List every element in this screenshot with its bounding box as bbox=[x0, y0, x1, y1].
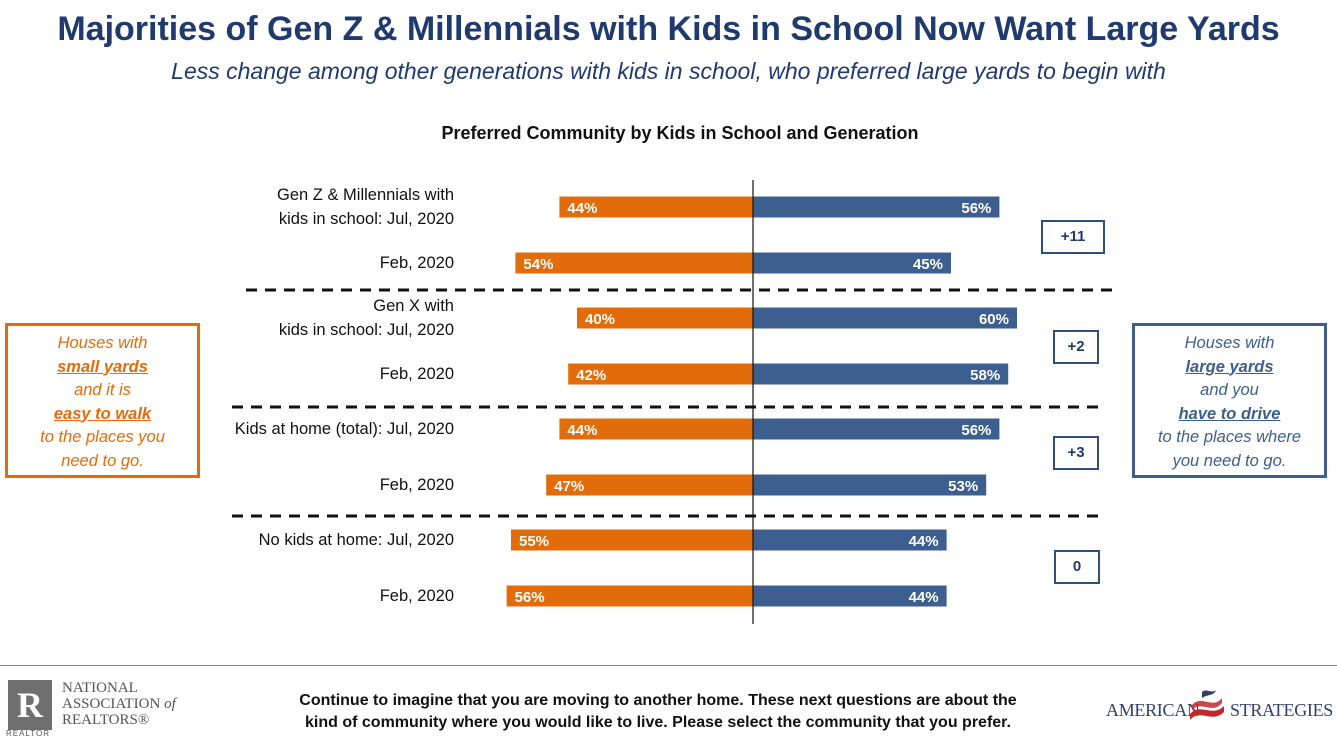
bar-large-yards bbox=[753, 418, 1000, 440]
row-label: No kids at home: Jul, 2020 bbox=[194, 528, 454, 552]
american-strategies-wordmark-left: AMERICAN bbox=[1106, 700, 1200, 720]
bar-large-yards bbox=[753, 363, 1009, 385]
row-label: Feb, 2020 bbox=[194, 473, 454, 497]
legend-right-line6: you need to go. bbox=[1172, 451, 1287, 470]
row-label-line1: No kids at home: Jul, 2020 bbox=[258, 531, 454, 549]
change-box-no-kids: 0 bbox=[1054, 550, 1100, 584]
value-label-left: 47% bbox=[554, 478, 584, 495]
bar-large-yards bbox=[753, 252, 951, 274]
legend-left-line1: Houses with bbox=[57, 334, 148, 352]
value-label-left: 55% bbox=[519, 533, 549, 550]
row-label-line1: Kids at home (total): Jul, 2020 bbox=[234, 420, 454, 438]
change-box-genz: +11 bbox=[1041, 220, 1105, 254]
row-label: Gen X with kids in school: Jul, 2020 bbox=[194, 294, 454, 342]
row-label-line2: kids in school: Jul, 2020 bbox=[278, 210, 454, 228]
bar-small-yards bbox=[515, 252, 753, 274]
legend-small-yards: Houses with small yards and it is easy t… bbox=[5, 323, 200, 478]
nar-line2-text: ASSOCIATION bbox=[62, 696, 161, 712]
value-label-left: 44% bbox=[567, 422, 597, 439]
value-label-right: 53% bbox=[948, 478, 978, 495]
legend-large-yards: Houses with large yards and you have to … bbox=[1132, 323, 1327, 478]
legend-right-line5: to the places where bbox=[1157, 428, 1302, 446]
value-label-left: 56% bbox=[515, 589, 545, 606]
bar-small-yards bbox=[568, 363, 753, 385]
value-label-right: 44% bbox=[909, 533, 939, 550]
row-label-line1: Feb, 2020 bbox=[379, 365, 454, 383]
value-label-left: 54% bbox=[523, 256, 553, 273]
bar-small-yards bbox=[577, 307, 753, 329]
legend-left-line3: and it is bbox=[74, 381, 131, 399]
legend-right-line1: Houses with bbox=[1184, 334, 1275, 352]
value-label-right: 58% bbox=[970, 367, 1000, 384]
bar-large-yards bbox=[753, 196, 1000, 218]
bar-small-yards bbox=[559, 196, 753, 218]
value-label-left: 42% bbox=[576, 367, 606, 384]
bar-large-yards bbox=[753, 585, 947, 607]
american-strategies-wordmark-right: STRATEGIES bbox=[1230, 700, 1334, 720]
flag-swoosh-icon bbox=[1190, 690, 1224, 720]
bar-small-yards bbox=[546, 474, 753, 496]
bar-small-yards bbox=[559, 418, 753, 440]
legend-right-line3: and you bbox=[1200, 381, 1259, 399]
legend-left-line4: easy to walk bbox=[53, 404, 152, 423]
nar-line2: ASSOCIATION of bbox=[62, 696, 176, 712]
survey-question-line2: kind of community where you would like t… bbox=[305, 714, 1011, 731]
nar-line3: REALTORS® bbox=[62, 712, 150, 728]
row-label: Feb, 2020 bbox=[194, 584, 454, 608]
legend-left-line5: to the places you bbox=[40, 428, 165, 446]
legend-right-line2: large yards bbox=[1185, 357, 1274, 376]
diverging-bar-chart: 44% 54% 40% 42% 44% 47% 55% 56% 56% 45% 60% 58% 56% 5… bbox=[232, 180, 1116, 624]
value-label-left: 44% bbox=[567, 200, 597, 217]
realtor-logo-icon: R bbox=[8, 680, 52, 730]
nar-line1: NATIONAL bbox=[62, 680, 138, 696]
row-label-line1: Feb, 2020 bbox=[379, 587, 454, 605]
row-label: Feb, 2020 bbox=[194, 251, 454, 275]
bar-large-yards bbox=[753, 307, 1017, 329]
change-box-kids-home: +3 bbox=[1053, 436, 1099, 470]
value-label-right: 60% bbox=[979, 311, 1009, 328]
row-label-line1: Gen X with bbox=[373, 297, 454, 315]
bar-small-yards bbox=[511, 529, 753, 551]
value-label-right: 56% bbox=[961, 200, 991, 217]
survey-question-line1: Continue to imagine that you are moving … bbox=[299, 692, 1017, 709]
row-label-line1: Gen Z & Millennials with bbox=[277, 186, 454, 204]
bar-large-yards bbox=[753, 474, 987, 496]
legend-left-line6: need to go. bbox=[61, 451, 144, 470]
row-label-line1: Feb, 2020 bbox=[379, 254, 454, 272]
value-label-right: 45% bbox=[913, 256, 943, 273]
bar-large-yards bbox=[753, 529, 947, 551]
page-title: Majorities of Gen Z & Millennials with K… bbox=[57, 10, 1280, 48]
nar-wordmark: NATIONAL ASSOCIATION of REALTORS® bbox=[62, 680, 176, 728]
row-label: Feb, 2020 bbox=[194, 362, 454, 386]
footer-divider bbox=[0, 665, 1337, 666]
bar-small-yards bbox=[506, 585, 753, 607]
row-label: Kids at home (total): Jul, 2020 bbox=[194, 417, 454, 441]
realtor-logo-caption: REALTOR bbox=[6, 729, 51, 738]
nar-line2-of: of bbox=[164, 696, 176, 712]
change-box-genx: +2 bbox=[1053, 330, 1099, 364]
legend-left-line2: small yards bbox=[57, 357, 148, 376]
row-label: Gen Z & Millennials with kids in school: … bbox=[194, 183, 454, 231]
legend-right-line4: have to drive bbox=[1178, 404, 1281, 423]
row-label-line1: Feb, 2020 bbox=[379, 476, 454, 494]
page-subtitle: Less change among other generations with… bbox=[171, 58, 1166, 84]
value-label-right: 44% bbox=[909, 589, 939, 606]
value-label-left: 40% bbox=[585, 311, 615, 328]
row-label-line2: kids in school: Jul, 2020 bbox=[278, 321, 454, 339]
survey-question: Continue to imagine that you are moving … bbox=[258, 690, 1058, 734]
value-label-right: 56% bbox=[961, 422, 991, 439]
chart-title: Preferred Community by Kids in School an… bbox=[441, 123, 919, 143]
